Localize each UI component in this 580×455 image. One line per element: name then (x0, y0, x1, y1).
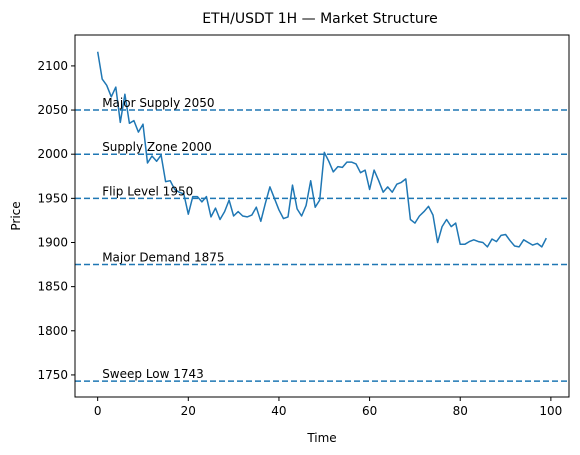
level-label: Major Demand 1875 (102, 251, 224, 265)
y-axis: 1750 1800 1850 1900 1950 2000 2050 2100 (37, 59, 75, 382)
x-axis: 0 20 40 60 80 100 (94, 397, 562, 418)
level-labels-layer: Major Supply 2050 Supply Zone 2000 Flip Le… (102, 96, 224, 381)
level-label: Sweep Low 1743 (102, 367, 204, 381)
x-tick-label: 80 (453, 404, 468, 418)
y-tick-label: 1750 (37, 368, 68, 382)
series-layer (96, 51, 547, 248)
y-tick-label: 2050 (37, 103, 68, 117)
y-tick-label: 1800 (37, 324, 68, 338)
levels-layer (75, 109, 569, 382)
x-tick-label: 40 (271, 404, 286, 418)
x-axis-label: Time (306, 431, 336, 445)
level-label: Flip Level 1950 (102, 184, 193, 198)
y-axis-label: Price (9, 201, 23, 230)
x-tick-label: 20 (181, 404, 196, 418)
level-label: Supply Zone 2000 (102, 140, 212, 154)
level-label: Major Supply 2050 (102, 96, 214, 110)
chart-title: ETH/USDT 1H — Market Structure (202, 11, 438, 27)
y-tick-label: 2100 (37, 59, 68, 73)
plot-frame (74, 34, 570, 398)
y-tick-label: 1850 (37, 280, 68, 294)
y-tick-label: 1900 (37, 235, 68, 249)
y-tick-label: 1950 (37, 191, 68, 205)
x-tick-label: 0 (94, 404, 102, 418)
x-tick-label: 60 (362, 404, 377, 418)
x-tick-label: 100 (539, 404, 562, 418)
y-tick-label: 2000 (37, 147, 68, 161)
price-line (96, 51, 547, 248)
